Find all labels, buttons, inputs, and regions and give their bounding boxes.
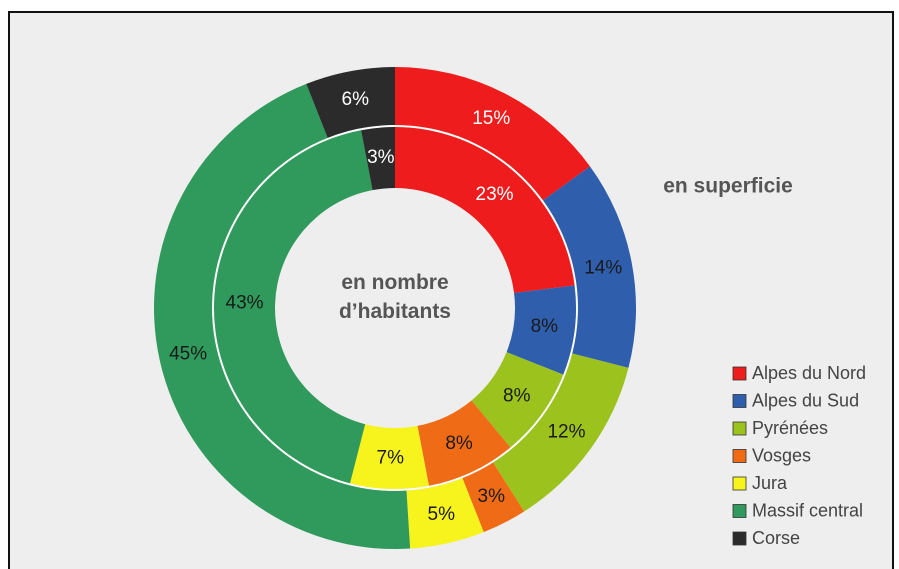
donut-segment (493, 353, 629, 512)
data-label: 8% (445, 433, 473, 454)
data-label: 3% (367, 147, 395, 168)
series-label-line: d’habitants (339, 300, 451, 323)
data-label: 43% (226, 292, 264, 313)
legend-swatch (732, 366, 747, 381)
donut-segment (406, 478, 484, 549)
legend-swatch (732, 394, 747, 408)
donut-segment (543, 166, 636, 368)
data-label: 3% (478, 486, 506, 507)
donut-segment (471, 352, 564, 448)
data-label: 8% (531, 316, 559, 337)
ring-separator (212, 125, 578, 491)
series-label: en superficie (663, 175, 793, 198)
data-label: 45% (169, 343, 207, 364)
data-label: 7% (377, 447, 405, 468)
legend-label: Alpes du Nord (752, 363, 866, 383)
donut-segment (349, 424, 429, 489)
legend-swatch (732, 449, 747, 463)
legend-label: Alpes du Sud (752, 390, 859, 410)
legend-label: Corse (752, 528, 800, 548)
data-label: 15% (472, 108, 510, 129)
legend-label: Vosges (752, 445, 811, 465)
data-label: 8% (503, 385, 531, 406)
data-label: 6% (342, 89, 370, 110)
legend-swatch (732, 531, 747, 546)
donut-segment (361, 127, 395, 191)
data-label: 5% (428, 504, 456, 525)
donut-segment (153, 83, 411, 549)
legend-label: Massif central (752, 500, 863, 520)
legend-label: Jura (752, 473, 788, 493)
data-label: 12% (547, 422, 585, 443)
donut-segment (417, 400, 511, 486)
donut-segment (462, 462, 525, 533)
data-label: 23% (476, 184, 514, 205)
series-label-line: en nombre (341, 271, 448, 294)
legend-label: Pyrénées (752, 418, 828, 438)
legend-swatch (732, 421, 747, 436)
legend-swatch (732, 476, 747, 491)
legend-swatch (732, 504, 747, 518)
donut-segment (306, 67, 395, 138)
donut-segment (214, 130, 373, 484)
series-label: en nombre d’habitants (339, 271, 451, 323)
donut-segment (395, 67, 590, 201)
donut-segment (506, 285, 576, 375)
donut-segment (395, 127, 575, 293)
data-label: 14% (584, 257, 622, 278)
